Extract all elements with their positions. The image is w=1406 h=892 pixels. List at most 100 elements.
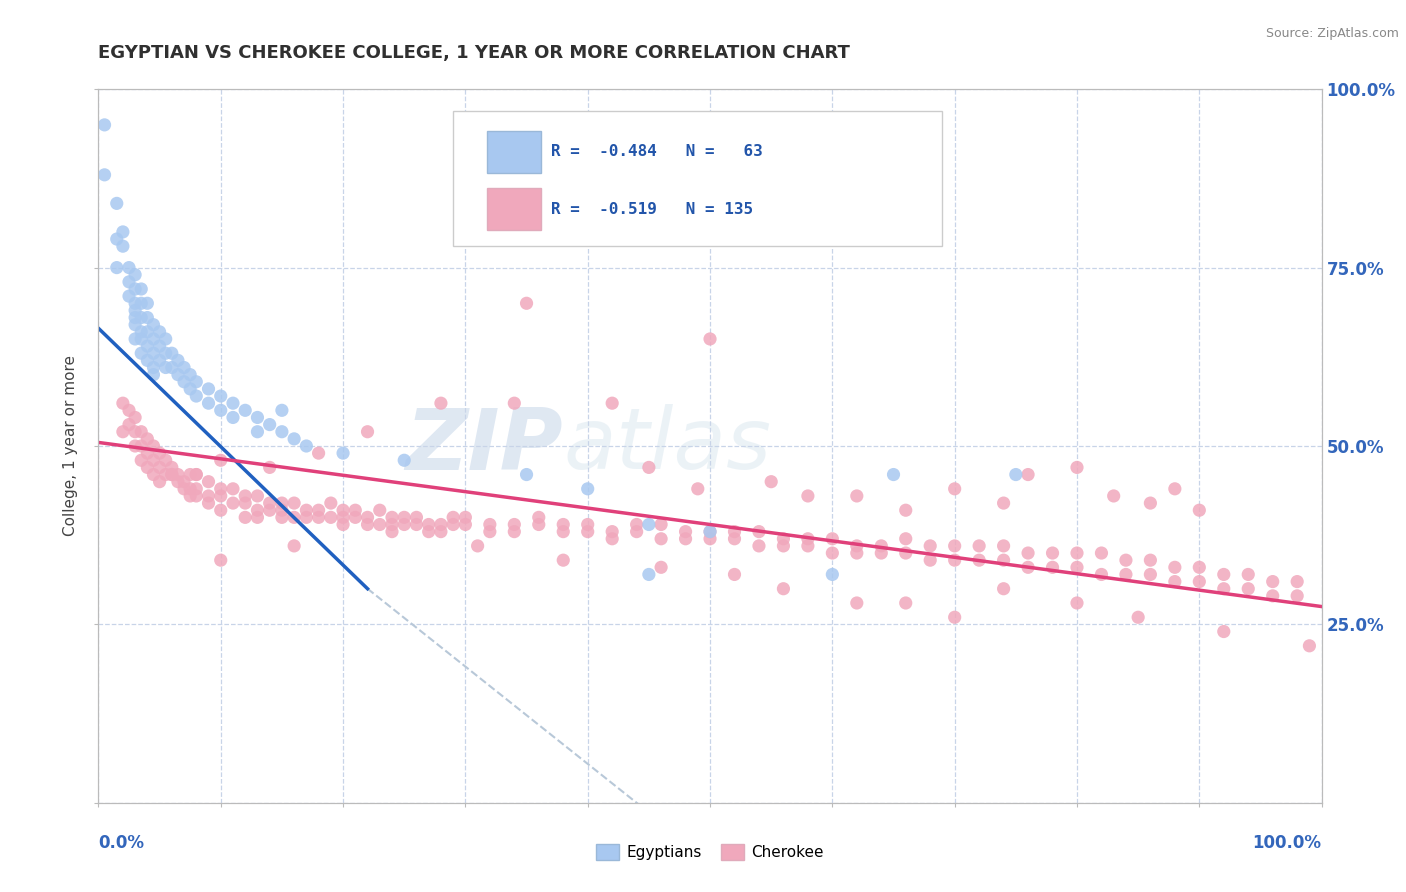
Point (650, 560, 672, 574)
Y-axis label: College, 1 year or more: College, 1 year or more (63, 356, 79, 536)
Point (454, 517, 477, 532)
Point (149, 353, 172, 368)
Point (124, 282, 146, 296)
Point (233, 496, 256, 510)
Point (553, 553, 575, 567)
Point (129, 282, 152, 296)
Point (368, 503, 391, 517)
Point (124, 296, 146, 310)
Point (149, 339, 172, 353)
Point (270, 425, 294, 439)
Point (723, 567, 745, 582)
Point (129, 425, 152, 439)
Point (418, 517, 440, 532)
Point (259, 460, 281, 475)
Point (1237, 582, 1260, 596)
Point (222, 482, 245, 496)
Point (845, 539, 868, 553)
Point (295, 510, 318, 524)
Point (1188, 574, 1211, 589)
Point (1066, 560, 1088, 574)
Point (319, 496, 342, 510)
Point (772, 582, 794, 596)
Point (246, 425, 269, 439)
Point (943, 482, 966, 496)
Point (1139, 567, 1161, 582)
Point (118, 403, 141, 417)
Point (993, 553, 1015, 567)
Point (1286, 589, 1309, 603)
Point (209, 489, 232, 503)
Point (319, 510, 342, 524)
Point (118, 289, 141, 303)
Point (129, 296, 152, 310)
Point (295, 439, 318, 453)
Text: ZIP: ZIP (405, 404, 564, 488)
Point (160, 360, 183, 375)
Text: 100.0%: 100.0% (1253, 834, 1322, 852)
Point (576, 517, 599, 532)
Point (845, 546, 868, 560)
Point (233, 510, 256, 524)
Point (136, 460, 159, 475)
Point (142, 332, 165, 346)
Point (295, 503, 318, 517)
Point (344, 510, 367, 524)
Point (723, 524, 745, 539)
Point (1286, 574, 1309, 589)
Point (1017, 560, 1039, 574)
Point (1261, 589, 1284, 603)
Point (699, 524, 721, 539)
Point (894, 596, 917, 610)
Point (478, 517, 501, 532)
Point (179, 382, 201, 396)
Point (222, 396, 245, 410)
Point (246, 410, 269, 425)
Point (209, 553, 232, 567)
Point (368, 517, 391, 532)
Point (111, 396, 134, 410)
Point (1128, 610, 1150, 624)
Point (270, 510, 294, 524)
Point (576, 524, 599, 539)
Point (167, 368, 190, 382)
Point (381, 510, 404, 524)
Point (155, 332, 177, 346)
Point (209, 453, 232, 467)
Point (821, 567, 844, 582)
Point (118, 260, 141, 275)
Text: EGYPTIAN VS CHEROKEE COLLEGE, 1 YEAR OR MORE CORRELATION CHART: EGYPTIAN VS CHEROKEE COLLEGE, 1 YEAR OR … (98, 45, 851, 62)
Point (772, 532, 794, 546)
Point (430, 396, 453, 410)
Point (308, 446, 330, 460)
Point (332, 510, 354, 524)
Point (124, 410, 146, 425)
Point (124, 310, 146, 325)
Point (553, 517, 575, 532)
Point (332, 446, 354, 460)
Point (993, 496, 1015, 510)
Point (283, 432, 305, 446)
Point (149, 475, 172, 489)
Point (129, 453, 152, 467)
Point (136, 310, 159, 325)
Point (723, 532, 745, 546)
Point (1188, 560, 1211, 574)
Point (894, 546, 917, 560)
Point (233, 403, 256, 417)
Point (761, 475, 783, 489)
Point (797, 532, 820, 546)
Point (186, 467, 208, 482)
Point (136, 296, 159, 310)
Text: 0.0%: 0.0% (98, 834, 145, 852)
Point (454, 510, 477, 524)
Point (686, 482, 709, 496)
Point (136, 339, 159, 353)
Point (124, 439, 146, 453)
Text: Source: ZipAtlas.com: Source: ZipAtlas.com (1265, 27, 1399, 40)
Point (503, 396, 526, 410)
Point (129, 310, 152, 325)
Point (392, 453, 416, 467)
Point (1017, 467, 1039, 482)
Point (142, 368, 165, 382)
